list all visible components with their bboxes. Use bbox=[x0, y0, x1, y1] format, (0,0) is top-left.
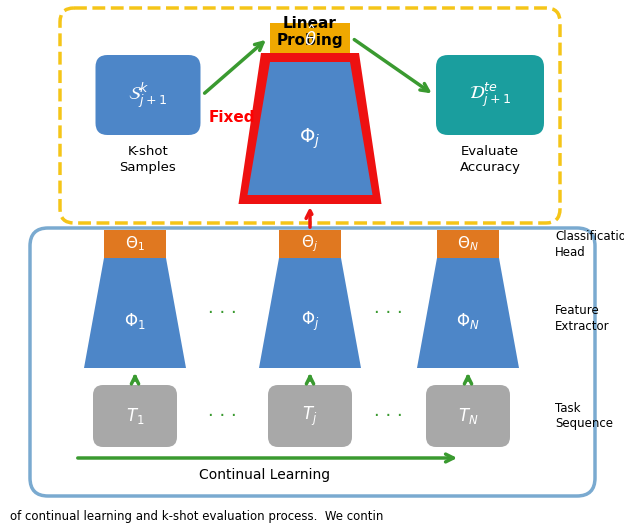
Text: $\Theta_j$: $\Theta_j$ bbox=[301, 234, 318, 254]
Text: · · ·: · · · bbox=[374, 304, 402, 322]
FancyBboxPatch shape bbox=[268, 385, 352, 447]
FancyBboxPatch shape bbox=[93, 385, 177, 447]
Text: Classification
Head: Classification Head bbox=[555, 229, 624, 259]
Text: · · ·: · · · bbox=[208, 407, 236, 425]
Text: · · ·: · · · bbox=[374, 407, 402, 425]
Text: · · ·: · · · bbox=[208, 304, 236, 322]
Text: $\Phi_j$: $\Phi_j$ bbox=[301, 310, 319, 332]
Text: Continual Learning: Continual Learning bbox=[200, 468, 331, 482]
Polygon shape bbox=[259, 258, 361, 368]
Polygon shape bbox=[248, 62, 373, 195]
Text: $\mathcal{D}_{j+1}^{te}$: $\mathcal{D}_{j+1}^{te}$ bbox=[469, 81, 511, 109]
FancyBboxPatch shape bbox=[436, 55, 544, 135]
Text: $\Phi_j$: $\Phi_j$ bbox=[300, 126, 321, 151]
Bar bbox=[104, 230, 166, 258]
Text: $T_j$: $T_j$ bbox=[302, 404, 318, 428]
FancyBboxPatch shape bbox=[60, 8, 560, 223]
FancyBboxPatch shape bbox=[426, 385, 510, 447]
Text: Fixed: Fixed bbox=[209, 110, 255, 124]
Bar bbox=[279, 230, 341, 258]
Text: Linear
Probing: Linear Probing bbox=[276, 16, 343, 48]
Text: of continual learning and k-shot evaluation process.  We contin: of continual learning and k-shot evaluat… bbox=[10, 510, 383, 523]
Text: $\Phi_N$: $\Phi_N$ bbox=[456, 311, 480, 331]
Polygon shape bbox=[238, 53, 381, 204]
Text: K-shot
Samples: K-shot Samples bbox=[120, 145, 177, 174]
Text: Evaluate
Accuracy: Evaluate Accuracy bbox=[459, 145, 520, 174]
Text: $\Phi_1$: $\Phi_1$ bbox=[124, 311, 146, 331]
Bar bbox=[437, 230, 499, 258]
Text: $T_1$: $T_1$ bbox=[125, 406, 144, 426]
FancyBboxPatch shape bbox=[30, 228, 595, 496]
Text: $\Theta_N$: $\Theta_N$ bbox=[457, 235, 479, 253]
FancyBboxPatch shape bbox=[95, 55, 200, 135]
Polygon shape bbox=[84, 258, 186, 368]
Text: Feature
Extractor: Feature Extractor bbox=[555, 303, 610, 332]
Text: $\Theta_1$: $\Theta_1$ bbox=[125, 235, 145, 253]
Text: Task
Sequence: Task Sequence bbox=[555, 402, 613, 430]
Text: $\mathcal{S}_{j+1}^{k}$: $\mathcal{S}_{j+1}^{k}$ bbox=[129, 80, 168, 110]
Bar bbox=[270, 23, 350, 53]
Polygon shape bbox=[417, 258, 519, 368]
Text: $\hat{\theta}$: $\hat{\theta}$ bbox=[304, 26, 316, 51]
Text: $T_N$: $T_N$ bbox=[458, 406, 478, 426]
